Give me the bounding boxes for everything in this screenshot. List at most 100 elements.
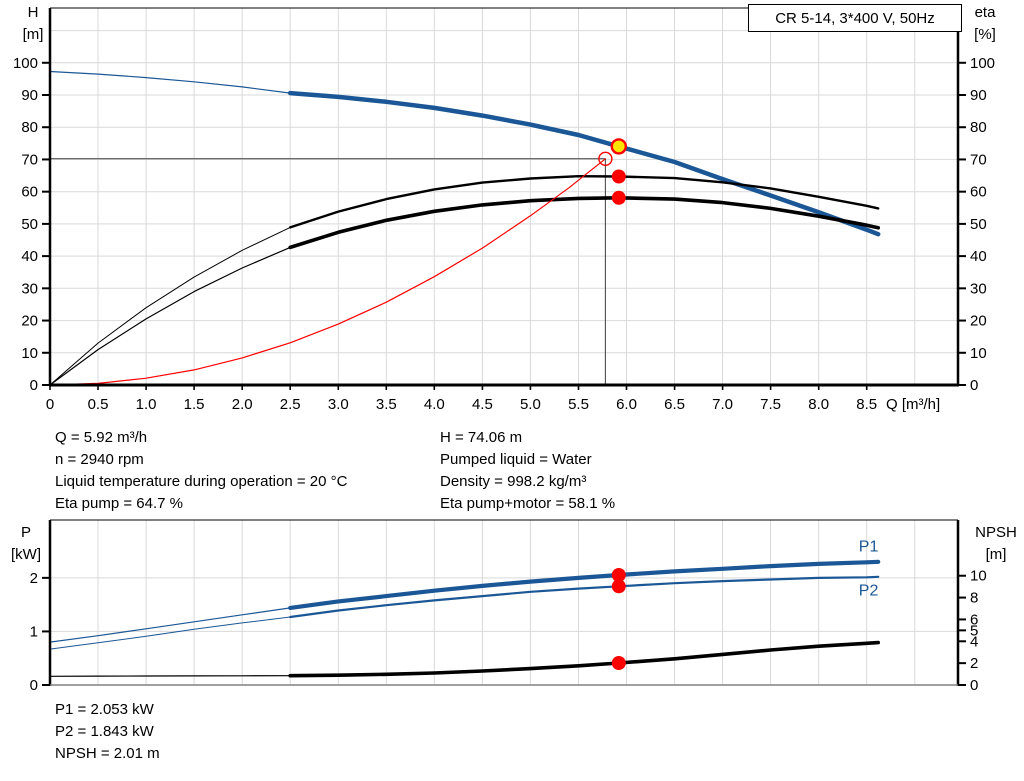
- p1-label: P1: [859, 538, 879, 555]
- svg-text:40: 40: [21, 248, 38, 265]
- pumped-liquid-line: Pumped liquid = Water: [440, 451, 592, 468]
- p2-marker: [611, 579, 626, 594]
- operating-point-marker[interactable]: [610, 138, 627, 155]
- svg-text:0: 0: [30, 677, 38, 694]
- svg-text:60: 60: [970, 184, 987, 201]
- y-right-axis-label: NPSH: [975, 524, 1017, 541]
- svg-text:2: 2: [30, 570, 38, 587]
- svg-text:20: 20: [21, 313, 38, 330]
- p2-value-line: P2 = 1.843 kW: [55, 723, 154, 740]
- y-left-axis-label: P: [21, 524, 31, 541]
- svg-text:5: 5: [970, 622, 978, 639]
- axes: [48, 519, 960, 686]
- svg-text:2.5: 2.5: [280, 396, 301, 413]
- p1-curve: [288, 559, 881, 611]
- svg-text:5.5: 5.5: [568, 396, 589, 413]
- svg-text:0: 0: [46, 396, 54, 413]
- system-curve-curve: [49, 158, 607, 386]
- svg-text:6.0: 6.0: [616, 396, 637, 413]
- svg-text:30: 30: [21, 280, 38, 297]
- svg-text:20: 20: [970, 313, 987, 330]
- svg-text:4: 4: [970, 633, 978, 650]
- eta-pump-motor-curve: [288, 196, 881, 250]
- svg-text:60: 60: [21, 184, 38, 201]
- svg-text:7.5: 7.5: [760, 396, 781, 413]
- svg-text:0: 0: [970, 677, 978, 694]
- npsh-low-flow-curve: [49, 675, 291, 677]
- svg-text:70: 70: [970, 151, 987, 168]
- npsh-marker: [611, 656, 626, 670]
- svg-text:8: 8: [970, 590, 978, 607]
- svg-text:3.0: 3.0: [328, 396, 349, 413]
- svg-text:90: 90: [21, 87, 38, 104]
- svg-text:100: 100: [970, 55, 995, 72]
- p2-curve: [289, 575, 880, 619]
- flow-value-line: Q = 5.92 m³/h: [55, 429, 148, 446]
- svg-text:50: 50: [21, 216, 38, 233]
- eta-pump-motor-low-flow-curve: [49, 246, 291, 386]
- p1-low-flow-curve: [49, 607, 291, 643]
- svg-text:10: 10: [21, 345, 38, 362]
- svg-text:2.0: 2.0: [232, 396, 253, 413]
- eta-pump-low-flow-curve: [49, 226, 291, 386]
- head-low-flow-curve: [49, 70, 291, 94]
- y-left-axis-label: [kW]: [11, 546, 41, 563]
- svg-text:80: 80: [970, 119, 987, 136]
- pump-title-box: CR 5-14, 3*400 V, 50Hz: [748, 4, 962, 32]
- density-line: Density = 998.2 kg/m³: [440, 473, 587, 490]
- eta-pump-motor-line: Eta pump+motor = 58.1 %: [440, 495, 616, 512]
- svg-text:6: 6: [970, 611, 978, 628]
- svg-text:80: 80: [21, 119, 38, 136]
- svg-text:6.5: 6.5: [664, 396, 685, 413]
- gridlines: [50, 520, 958, 685]
- power-npsh-data: P1 = 2.053 kW P2 = 1.843 kW NPSH = 2.01 …: [55, 699, 160, 765]
- svg-text:1.0: 1.0: [136, 396, 157, 413]
- svg-text:10: 10: [970, 345, 987, 362]
- svg-text:3.5: 3.5: [376, 396, 397, 413]
- svg-text:8.0: 8.0: [808, 396, 829, 413]
- svg-text:7.0: 7.0: [712, 396, 733, 413]
- power-npsh-chart: P1 P2 0 1 2 0 2 456 8 10 P [kW] NPSH [m]: [11, 519, 1017, 694]
- p2-low-flow-curve: [49, 616, 291, 650]
- operating-data-left: Q = 5.92 m³/h n = 2940 rpm Liquid temper…: [55, 427, 347, 515]
- x-axis-unit-label: Q [m³/h]: [886, 396, 940, 413]
- svg-text:10: 10: [970, 568, 987, 585]
- svg-text:30: 30: [970, 280, 987, 297]
- liquid-temperature-line: Liquid temperature during operation = 20…: [55, 473, 348, 490]
- svg-text:90: 90: [970, 87, 987, 104]
- y-left-axis-label: H: [28, 4, 39, 21]
- head-curve: [287, 90, 881, 237]
- svg-text:50: 50: [970, 216, 987, 233]
- svg-text:0: 0: [30, 377, 38, 394]
- y-right-axis-label: eta: [975, 4, 997, 21]
- head-value-line: H = 74.06 m: [440, 429, 523, 446]
- svg-text:5.0: 5.0: [520, 396, 541, 413]
- svg-text:1.5: 1.5: [184, 396, 205, 413]
- npsh-curve: [288, 640, 881, 678]
- svg-text:4.5: 4.5: [472, 396, 493, 413]
- eta-pump-motor-marker: [611, 190, 626, 205]
- svg-text:100: 100: [13, 55, 38, 72]
- y-right-axis-label: [%]: [974, 26, 996, 43]
- head-efficiency-chart: 0 0.5 1.0 1.5 2.0 2.5 3.0 3.5 4.0 4.5 5.0 5.5 6.0 6.5…: [13, 4, 996, 413]
- svg-text:40: 40: [970, 248, 987, 265]
- svg-text:0: 0: [970, 377, 978, 394]
- y-right-axis-label: [m]: [986, 546, 1007, 563]
- eta-pump-marker: [611, 169, 626, 184]
- eta-pump-line: Eta pump = 64.7 %: [55, 495, 183, 512]
- y-left-axis-label: [m]: [23, 26, 44, 43]
- npsh-value-line: NPSH = 2.01 m: [55, 745, 160, 762]
- svg-text:1: 1: [30, 623, 38, 640]
- eta-pump-curve: [289, 174, 880, 229]
- tick-labels: 0 0.5 1.0 1.5 2.0 2.5 3.0 3.5 4.0 4.5 5.0 5.5 6.0 6.5…: [13, 55, 995, 413]
- p1-marker: [611, 568, 626, 582]
- svg-text:8.5: 8.5: [856, 396, 877, 413]
- operating-data-right: H = 74.06 m Pumped liquid = Water Densit…: [440, 427, 615, 515]
- duty-point-marker[interactable]: [598, 151, 613, 167]
- p2-label: P2: [859, 582, 879, 599]
- speed-value-line: n = 2940 rpm: [55, 451, 144, 468]
- p1-value-line: P1 = 2.053 kW: [55, 701, 154, 718]
- svg-text:70: 70: [21, 151, 38, 168]
